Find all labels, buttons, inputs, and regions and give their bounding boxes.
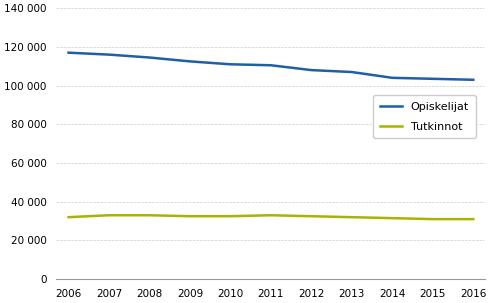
Tutkinnot bbox=[430, 217, 436, 221]
Tutkinnot bbox=[389, 216, 395, 220]
Opiskelijat bbox=[268, 63, 274, 67]
Opiskelijat bbox=[430, 77, 436, 81]
Legend: Opiskelijat, Tutkinnot: Opiskelijat, Tutkinnot bbox=[373, 95, 476, 138]
Opiskelijat bbox=[308, 68, 314, 72]
Tutkinnot bbox=[349, 215, 355, 219]
Tutkinnot bbox=[470, 217, 476, 221]
Tutkinnot bbox=[65, 215, 71, 219]
Tutkinnot bbox=[268, 213, 274, 217]
Line: Tutkinnot: Tutkinnot bbox=[68, 215, 473, 219]
Tutkinnot bbox=[106, 213, 112, 217]
Opiskelijat bbox=[187, 60, 193, 63]
Opiskelijat bbox=[227, 62, 233, 66]
Tutkinnot bbox=[147, 213, 153, 217]
Tutkinnot bbox=[187, 215, 193, 218]
Opiskelijat bbox=[349, 70, 355, 74]
Tutkinnot bbox=[227, 215, 233, 218]
Opiskelijat bbox=[106, 53, 112, 56]
Line: Opiskelijat: Opiskelijat bbox=[68, 53, 473, 80]
Opiskelijat bbox=[147, 56, 153, 59]
Opiskelijat bbox=[389, 76, 395, 80]
Tutkinnot bbox=[308, 215, 314, 218]
Opiskelijat bbox=[470, 78, 476, 82]
Opiskelijat bbox=[65, 51, 71, 55]
